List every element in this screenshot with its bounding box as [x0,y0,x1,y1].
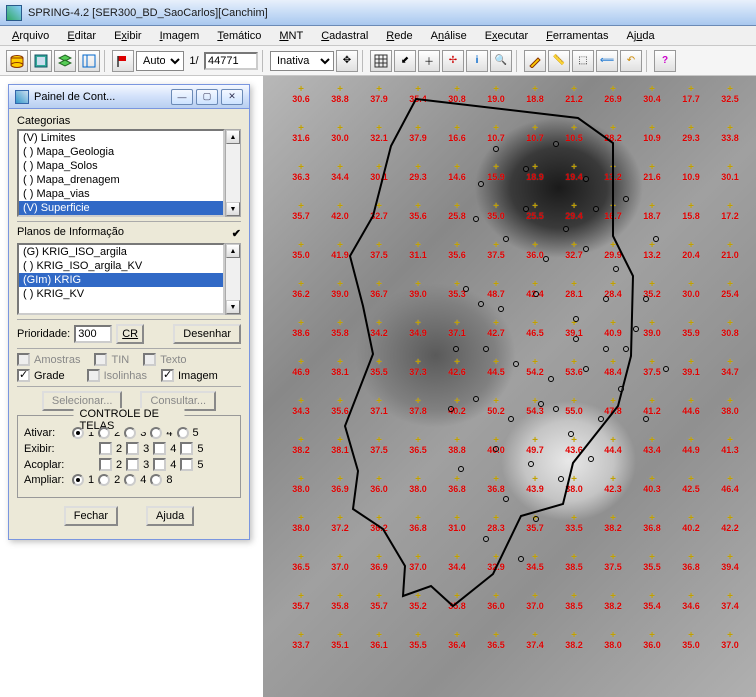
cat-item-geologia[interactable]: ( ) Mapa_Geologia [19,145,223,159]
tool-zoom-icon[interactable]: 🔍 [490,50,512,72]
tool-pencil-icon[interactable] [524,50,546,72]
categorias-list[interactable]: (V) Limites ( ) Mapa_Geologia ( ) Mapa_S… [17,129,225,217]
plano-item-2[interactable]: (GIm) KRIG [19,273,223,287]
cat-item-superficie[interactable]: (V) Superficie [19,201,223,215]
acoplar-2[interactable] [99,458,112,471]
tool-prev-icon[interactable]: ⟸ [596,50,618,72]
cr-button[interactable]: CR [116,324,144,344]
acoplar-4[interactable] [153,458,166,471]
prioridade-input[interactable] [74,325,112,343]
tool-pick-icon[interactable]: ✥ [336,50,358,72]
grid-overlay: 30.6+38.8+37.9+35.4+30.8+19.0+18.8+21.2+… [263,76,756,697]
ativar-2[interactable] [98,427,110,439]
tool-undo-icon[interactable]: ↶ [620,50,642,72]
menu-executar[interactable]: Executar [477,28,536,44]
cat-item-solos[interactable]: ( ) Mapa_Solos [19,159,223,173]
imagem-check[interactable] [161,369,174,382]
tool-move-icon[interactable]: ✢ [442,50,464,72]
ativar-5[interactable] [177,427,189,439]
exibir-3[interactable] [126,442,139,455]
scroll-down-icon[interactable]: ▼ [226,300,240,314]
ativar-1[interactable] [72,427,84,439]
ampliar-4[interactable] [124,474,136,486]
acoplar-5[interactable] [180,458,193,471]
scale-prefix: 1/ [186,55,202,67]
planos-scrollbar[interactable]: ▲ ▼ [225,243,241,315]
menu-editar[interactable]: Editar [59,28,104,44]
exibir-2[interactable] [99,442,112,455]
tool-info-icon[interactable]: i [466,50,488,72]
plano-item-3[interactable]: ( ) KRIG_KV [19,287,223,301]
tin-check [94,353,107,366]
menu-cadastral[interactable]: Cadastral [313,28,376,44]
control-panel-window: Painel de Cont... — ▢ ✕ Categorias (V) L… [8,84,250,540]
ampliar-1[interactable] [72,474,84,486]
scroll-up-icon[interactable]: ▲ [226,130,240,144]
ampliar-2[interactable] [98,474,110,486]
exibir-5[interactable] [180,442,193,455]
prioridade-label: Prioridade: [17,328,70,340]
window-title: SPRING-4.2 [SER300_BD_SaoCarlos][Canchim… [28,7,268,19]
toolbar: Auto 1/ Inativa ✥ ⬋ ＋ ✢ i 🔍 📏 ⬚ ⟸ ↶ ? [0,46,756,76]
close-icon[interactable]: ✕ [221,89,243,105]
tool-layers-icon[interactable] [54,50,76,72]
controle-telas-group: CONTROLE DE TELAS Ativar: 1 2 3 4 5 Exib… [17,415,241,498]
minimize-icon[interactable]: — [171,89,193,105]
menu-rede[interactable]: Rede [378,28,420,44]
auto-select[interactable]: Auto [136,51,184,71]
amostras-check [17,353,30,366]
menu-arquivo[interactable]: Arquivo [4,28,57,44]
tool-db-icon[interactable] [6,50,28,72]
tool-plus-icon[interactable]: ＋ [418,50,440,72]
menu-imagem[interactable]: Imagem [152,28,208,44]
categorias-label: Categorias [17,115,241,127]
scale-input[interactable] [204,52,258,70]
tool-arrow-down-icon[interactable]: ⬋ [394,50,416,72]
menubar: Arquivo Editar Exibir Imagem Temático MN… [0,26,756,46]
status-select[interactable]: Inativa [270,51,334,71]
ativar-3[interactable] [124,427,136,439]
app-icon [6,5,22,21]
main-titlebar: SPRING-4.2 [SER300_BD_SaoCarlos][Canchim… [0,0,756,26]
tool-flag-icon[interactable] [112,50,134,72]
surface-image: 30.6+38.8+37.9+35.4+30.8+19.0+18.8+21.2+… [263,76,756,697]
panel-title: Painel de Cont... [34,91,171,103]
grade-check[interactable] [17,369,30,382]
menu-exibir[interactable]: Exibir [106,28,150,44]
isolinhas-check [87,369,100,382]
ativar-4[interactable] [150,427,162,439]
texto-check [143,353,156,366]
panel-icon [15,90,29,104]
ampliar-8[interactable] [150,474,162,486]
acoplar-3[interactable] [126,458,139,471]
categorias-scrollbar[interactable]: ▲ ▼ [225,129,241,217]
scroll-up-icon[interactable]: ▲ [226,244,240,258]
map-canvas[interactable]: 30.6+38.8+37.9+35.4+30.8+19.0+18.8+21.2+… [263,76,756,697]
cat-item-drenagem[interactable]: ( ) Mapa_drenagem [19,173,223,187]
scroll-down-icon[interactable]: ▼ [226,202,240,216]
tool-proj-icon[interactable] [30,50,52,72]
plano-item-1[interactable]: ( ) KRIG_ISO_argila_KV [19,259,223,273]
planos-list[interactable]: (G) KRIG_ISO_argila ( ) KRIG_ISO_argila_… [17,243,225,315]
planos-label: Planos de Informação [17,226,228,238]
ajuda-button[interactable]: Ajuda [146,506,194,526]
tool-measure-icon[interactable]: 📏 [548,50,570,72]
tool-panel-icon[interactable] [78,50,100,72]
cat-item-vias[interactable]: ( ) Mapa_vias [19,187,223,201]
tool-select-icon[interactable]: ⬚ [572,50,594,72]
tool-help-icon[interactable]: ? [654,50,676,72]
cat-item-limites[interactable]: (V) Limites [19,131,223,145]
menu-ferramentas[interactable]: Ferramentas [538,28,616,44]
tool-grid-icon[interactable] [370,50,392,72]
menu-mnt[interactable]: MNT [271,28,311,44]
menu-ajuda[interactable]: Ajuda [619,28,663,44]
desenhar-button[interactable]: Desenhar [173,324,241,344]
exibir-4[interactable] [153,442,166,455]
fechar-button[interactable]: Fechar [64,506,118,526]
menu-tematico[interactable]: Temático [209,28,269,44]
menu-analise[interactable]: Análise [423,28,475,44]
maximize-icon[interactable]: ▢ [196,89,218,105]
panel-titlebar[interactable]: Painel de Cont... — ▢ ✕ [9,85,249,109]
plano-item-0[interactable]: (G) KRIG_ISO_argila [19,245,223,259]
